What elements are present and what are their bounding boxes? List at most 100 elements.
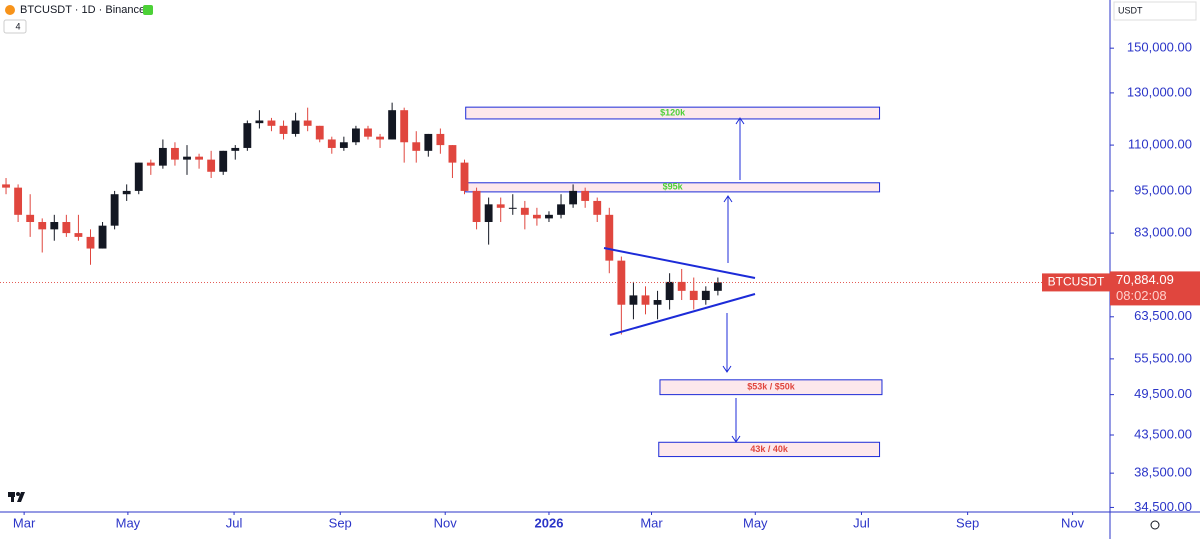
candle-body bbox=[460, 162, 469, 191]
target-zone bbox=[659, 379, 883, 396]
candle-body bbox=[472, 190, 481, 223]
drawings bbox=[603, 117, 756, 443]
candle-body bbox=[388, 110, 397, 140]
candle-body bbox=[557, 204, 565, 215]
x-tick-label: Mar bbox=[13, 515, 36, 530]
symbol-badge bbox=[1042, 273, 1110, 292]
candle-body bbox=[267, 120, 276, 126]
candle-body bbox=[38, 222, 47, 230]
target-zone bbox=[465, 106, 881, 120]
x-tick-label: Sep bbox=[329, 515, 352, 530]
last-price-badge bbox=[1110, 271, 1200, 306]
candle-body bbox=[545, 214, 553, 219]
market-status[interactable] bbox=[143, 5, 153, 15]
candle-body bbox=[291, 120, 300, 134]
candle-body bbox=[74, 233, 83, 237]
x-tick-label: 2026 bbox=[535, 515, 564, 530]
x-tick-label: Nov bbox=[434, 515, 458, 530]
candle-body bbox=[701, 290, 710, 301]
indicator-toggle[interactable] bbox=[3, 19, 27, 34]
candle-body bbox=[569, 190, 578, 205]
y-tick-label: 150,000.00 bbox=[1127, 40, 1192, 55]
candle-body bbox=[14, 187, 23, 215]
countdown: 08:02:08 bbox=[1116, 288, 1167, 303]
candle-body bbox=[183, 156, 191, 160]
settings-button[interactable] bbox=[1150, 520, 1160, 530]
candle-body bbox=[122, 190, 131, 195]
header-title: BTCUSDT · 1D · Binance bbox=[20, 4, 145, 16]
candle-body bbox=[231, 147, 240, 151]
y-tick-label: 55,500.00 bbox=[1134, 350, 1192, 365]
x-tick-label: Mar bbox=[640, 515, 663, 530]
candle-body bbox=[243, 123, 252, 148]
triangle-upper bbox=[603, 247, 756, 279]
y-tick-label: 38,500.00 bbox=[1134, 465, 1192, 480]
zone-label: 43k / 40k bbox=[750, 444, 789, 454]
y-tick-label: 95,000.00 bbox=[1134, 182, 1192, 197]
candle-body bbox=[496, 204, 505, 208]
candle-body bbox=[412, 142, 421, 151]
last-price-label: 70,884.09 bbox=[1116, 272, 1174, 287]
x-tick-label: Jul bbox=[853, 515, 870, 530]
candle-body bbox=[171, 147, 179, 160]
candle-body bbox=[315, 125, 324, 140]
candle-body bbox=[255, 120, 264, 124]
x-tick-label: Nov bbox=[1061, 515, 1085, 530]
candle-body bbox=[665, 281, 674, 301]
candle-body bbox=[605, 214, 614, 261]
candle-body bbox=[689, 290, 698, 301]
x-tick-label: Jul bbox=[226, 515, 243, 530]
arrow bbox=[735, 117, 745, 180]
candle-body bbox=[581, 190, 590, 201]
zone-label: $120k bbox=[660, 107, 686, 117]
y-tick-label: 43,500.00 bbox=[1134, 426, 1192, 441]
candle-body bbox=[146, 162, 155, 166]
arrow bbox=[723, 195, 733, 263]
candle-body bbox=[436, 133, 445, 146]
candle-body bbox=[532, 214, 541, 219]
candle-body bbox=[158, 147, 167, 166]
symbol-badge-label: BTCUSDT bbox=[1048, 275, 1105, 289]
currency-box[interactable] bbox=[1113, 1, 1197, 21]
currency: USDT bbox=[1118, 5, 1143, 15]
candle-body bbox=[400, 110, 409, 143]
y-tick-label: 110,000.00 bbox=[1128, 137, 1192, 152]
arrow bbox=[722, 313, 732, 373]
candle-body bbox=[677, 281, 686, 291]
y-tick-label: 49,500.00 bbox=[1134, 386, 1192, 401]
candle-body bbox=[520, 207, 529, 215]
candle-body bbox=[50, 222, 59, 230]
candle-body bbox=[110, 194, 119, 226]
candle-body bbox=[364, 128, 372, 137]
candle-body bbox=[629, 295, 638, 305]
candle-body bbox=[593, 200, 602, 215]
y-tick-label: 130,000.00 bbox=[1127, 84, 1192, 99]
candle-body bbox=[86, 236, 95, 249]
candle-body bbox=[339, 142, 348, 148]
target-zone bbox=[658, 441, 881, 458]
symbol-icon bbox=[5, 5, 15, 15]
candle-body bbox=[62, 222, 71, 234]
candle-body bbox=[303, 120, 312, 126]
zone-label: $95k bbox=[663, 182, 684, 192]
y-tick-label: 83,000.00 bbox=[1134, 225, 1192, 240]
candle-body bbox=[448, 145, 457, 163]
indicator-count: 4 bbox=[15, 21, 20, 31]
candle-body bbox=[327, 139, 336, 148]
candle-body bbox=[424, 133, 433, 151]
candle-body bbox=[26, 214, 35, 223]
candle-body bbox=[484, 204, 493, 223]
candle-body bbox=[352, 128, 360, 143]
zone-label: $53k / $50k bbox=[747, 382, 796, 392]
candle-body bbox=[653, 300, 662, 305]
candle-body bbox=[713, 282, 722, 291]
y-tick-label: 63,500.00 bbox=[1134, 308, 1192, 323]
x-tick-label: Sep bbox=[956, 515, 979, 530]
candle-body bbox=[207, 159, 216, 172]
triangle-lower bbox=[609, 293, 756, 336]
candle-body bbox=[641, 295, 650, 305]
y-tick-label: 34,500.00 bbox=[1134, 499, 1192, 514]
